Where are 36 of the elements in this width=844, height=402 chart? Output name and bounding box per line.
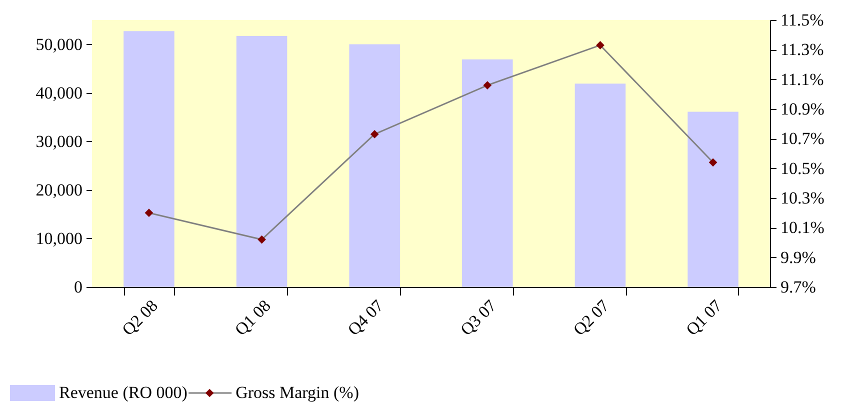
x-tick-label: Q2 08	[118, 296, 162, 340]
point	[144, 208, 154, 218]
y-tick-label: 0	[74, 278, 82, 296]
y-tick-label: 40,000	[36, 83, 82, 102]
y2-tick-label: 11.1%	[780, 70, 824, 89]
point	[596, 41, 604, 50]
point	[258, 235, 266, 244]
y2-tick-label: 11.5%	[780, 10, 824, 30]
y2-tick-label: 10.5%	[780, 158, 824, 178]
x-tick-label: Q1 08	[231, 296, 274, 340]
y2-tick-label: 10.9%	[780, 100, 824, 118]
x-tick-label: Q2 07	[570, 296, 614, 340]
bar	[124, 31, 174, 287]
bar	[349, 44, 400, 287]
legend-label: Gross Margin (%)	[236, 383, 360, 402]
y2-tick-label: 10.1%	[780, 218, 824, 238]
y-tick-label: 20,000	[36, 180, 82, 200]
x-tick-label: Q1 07	[682, 296, 726, 340]
bar	[688, 112, 738, 287]
legend-label: Revenue (RO 000)	[59, 383, 188, 402]
y2-tick-label: 10.3%	[780, 188, 824, 208]
bar	[236, 36, 288, 287]
x-tick-label: Q4 07	[344, 296, 388, 340]
point	[708, 158, 718, 167]
y2-tick-label: 10.7%	[780, 129, 824, 148]
y-tick-label: 50,000	[36, 34, 82, 54]
bar	[574, 84, 626, 287]
point	[483, 81, 492, 90]
y2-tick-label: 9.7%	[780, 278, 816, 296]
y-tick-label: 10,000	[36, 228, 82, 248]
y2-tick-label: 9.9%	[780, 248, 816, 267]
y-tick-label: 30,000	[36, 132, 82, 151]
x-tick-label: Q3 07	[456, 296, 500, 340]
point	[370, 130, 379, 138]
bar	[462, 59, 513, 287]
y2-tick-label: 11.3%	[780, 40, 824, 60]
